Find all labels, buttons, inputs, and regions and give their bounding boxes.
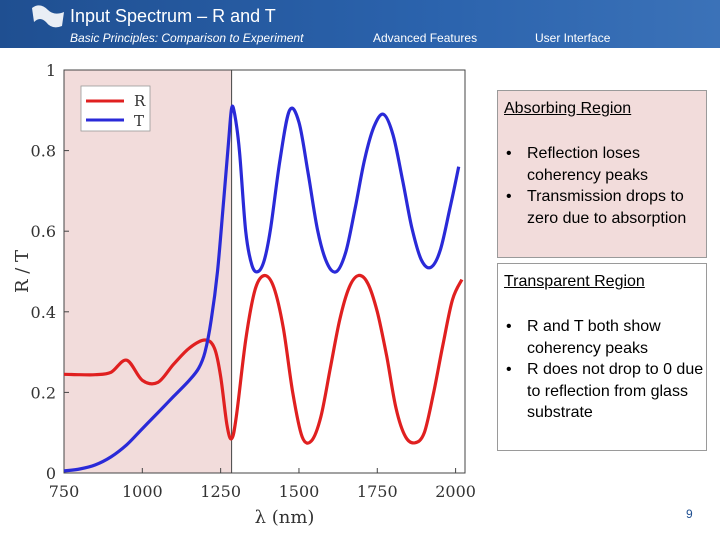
x-axis-label: λ (nm) bbox=[255, 507, 315, 528]
y-tick-label: 0.2 bbox=[31, 383, 56, 402]
x-tick-label: 750 bbox=[49, 482, 80, 501]
x-tick-label: 1500 bbox=[279, 482, 320, 501]
x-tick-label: 1000 bbox=[122, 482, 163, 501]
y-tick-label: 1 bbox=[46, 61, 56, 80]
y-tick-label: 0.8 bbox=[31, 142, 56, 161]
legend: R T bbox=[80, 85, 151, 132]
series-line-r bbox=[63, 273, 464, 445]
page-number: 9 bbox=[686, 507, 693, 521]
nav-basic-principles[interactable]: Basic Principles: Comparison to Experime… bbox=[70, 31, 304, 45]
plot-frame bbox=[63, 69, 466, 474]
absorbing-region-title: Absorbing Region bbox=[504, 100, 632, 117]
x-tick-label: 1750 bbox=[357, 482, 398, 501]
transparent-region-box: Transparent Region R and T both show coh… bbox=[497, 263, 707, 451]
y-tick-label: 0.6 bbox=[31, 222, 56, 241]
slide-title: Input Spectrum – R and T bbox=[70, 6, 276, 26]
nav-advanced-features[interactable]: Advanced Features bbox=[373, 31, 478, 45]
legend-r-label: R bbox=[134, 92, 146, 110]
nav-user-interface[interactable]: User Interface bbox=[535, 31, 611, 45]
y-axis-label: R / T bbox=[12, 250, 33, 293]
transparent-bullet: R and T both show coherency peaks bbox=[504, 316, 706, 359]
legend-t-label: T bbox=[134, 112, 144, 130]
absorbing-bullet-list: Reflection loses coherency peaks Transmi… bbox=[504, 143, 706, 229]
transparent-bullet-list: R and T both show coherency peaks R does… bbox=[504, 316, 706, 424]
y-tick-label: 0 bbox=[46, 464, 56, 483]
university-logo-icon bbox=[32, 5, 64, 28]
absorbing-bullet: Reflection loses coherency peaks bbox=[504, 143, 706, 186]
absorbing-region-shade bbox=[64, 70, 232, 473]
legend-box bbox=[80, 85, 151, 132]
x-tick-label: 2000 bbox=[435, 482, 476, 501]
spectrum-chart: 750 1000 1250 1500 1750 2000 0 0.2 0.4 0.6 0.8 1 λ … bbox=[12, 61, 476, 528]
absorbing-region-box: Absorbing Region Reflection loses cohere… bbox=[497, 90, 707, 258]
transparent-region-title: Transparent Region bbox=[504, 273, 645, 290]
header-bar: Input Spectrum – R and T Basic Principle… bbox=[0, 0, 720, 48]
x-tick-label: 1250 bbox=[200, 482, 241, 501]
series-line-t bbox=[63, 104, 461, 473]
y-tick-label: 0.4 bbox=[31, 303, 56, 322]
absorbing-bullet: Transmission drops to zero due to absorp… bbox=[504, 186, 706, 229]
transparent-bullet: R does not drop to 0 due to reflection f… bbox=[504, 359, 706, 424]
